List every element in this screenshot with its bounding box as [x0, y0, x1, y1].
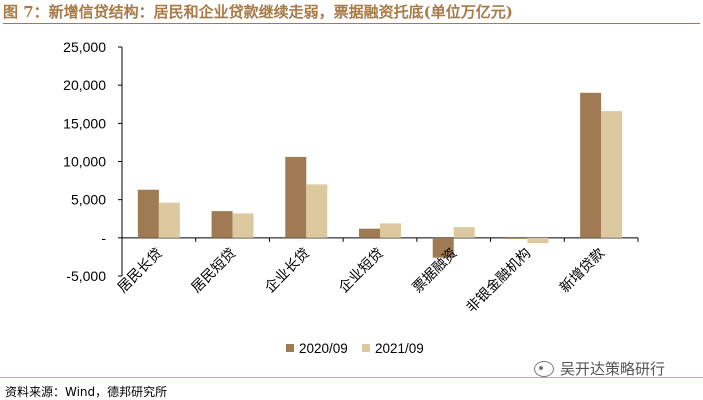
- bar-2021: [232, 213, 254, 238]
- bar-2021: [453, 227, 475, 238]
- x-category-label: 非银金融机构: [464, 245, 535, 316]
- x-category-label: 新增贷款: [557, 245, 608, 296]
- bars-group: [137, 92, 623, 258]
- y-tick-label: -5,000: [66, 268, 106, 284]
- bar-2020: [137, 189, 159, 238]
- bar-2021: [306, 184, 328, 238]
- x-category-label: 居民短贷: [188, 245, 239, 296]
- wechat-icon: [534, 360, 554, 377]
- bar-2020: [285, 156, 307, 238]
- y-tick-label: 25,000: [63, 39, 106, 55]
- axes-group: [118, 46, 639, 277]
- labels-group: -5,000-5,00010,00015,00020,00025,000居民长贷…: [63, 39, 608, 316]
- x-category-label: 企业长贷: [261, 245, 313, 297]
- legend-swatch: [362, 344, 370, 352]
- x-category-label: 企业短贷: [335, 245, 387, 297]
- y-tick-label: 10,000: [63, 154, 106, 170]
- legend-label: 2020/09: [299, 341, 348, 356]
- y-tick-label: 15,000: [63, 115, 106, 131]
- bar-2020: [580, 92, 602, 238]
- source-divider: [0, 377, 703, 378]
- source-note: 资料来源：Wind，德邦研究所: [5, 385, 168, 399]
- legend-swatch: [286, 344, 294, 352]
- watermark: 吴开达策略研行: [534, 358, 665, 379]
- bar-2021: [380, 223, 401, 238]
- bar-2021: [158, 202, 180, 238]
- legend-label: 2021/09: [375, 341, 424, 356]
- y-tick-label: -: [101, 230, 106, 246]
- y-tick-label: 20,000: [63, 77, 106, 93]
- bar-2020: [506, 237, 528, 239]
- bar-2020: [359, 228, 380, 238]
- watermark-text: 吴开达策略研行: [560, 360, 666, 378]
- legend: 2020/09 2021/09: [286, 341, 424, 356]
- chart-title: 图 7：新增信贷结构：居民和企业贷款继续走弱，票据融资托底(单位万亿元): [3, 1, 700, 24]
- bar-2020: [432, 237, 454, 258]
- bar-2020: [211, 211, 233, 238]
- y-tick-label: 5,000: [71, 192, 106, 208]
- bar-2021: [527, 237, 549, 244]
- bar-2021: [601, 111, 623, 238]
